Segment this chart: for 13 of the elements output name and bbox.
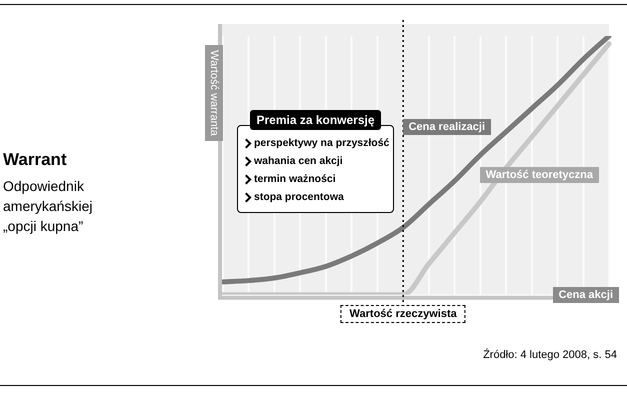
annotation: wahania cen akcji — [253, 154, 344, 169]
text: Warrant — [3, 150, 67, 170]
text: Odpowiednik amerykańskiej „opcji kupna” — [3, 177, 94, 236]
annotation: stopa procentowa — [253, 190, 345, 205]
annotation: Premia za konwersję — [250, 110, 381, 130]
y-axis-title: Wartość warranta — [208, 50, 220, 136]
annotation: perspektywy na przyszłość — [253, 136, 390, 151]
series-label: Wartość teoretyczna — [480, 166, 599, 183]
series-label: Cena realizacji — [402, 118, 492, 135]
annotation: termin ważności — [253, 172, 337, 187]
text: Źródło: 4 lutego 2008, s. 54 — [483, 349, 617, 361]
text: Wartość rzeczywista — [340, 304, 466, 323]
x-axis-title: Cena akcji — [552, 286, 619, 303]
